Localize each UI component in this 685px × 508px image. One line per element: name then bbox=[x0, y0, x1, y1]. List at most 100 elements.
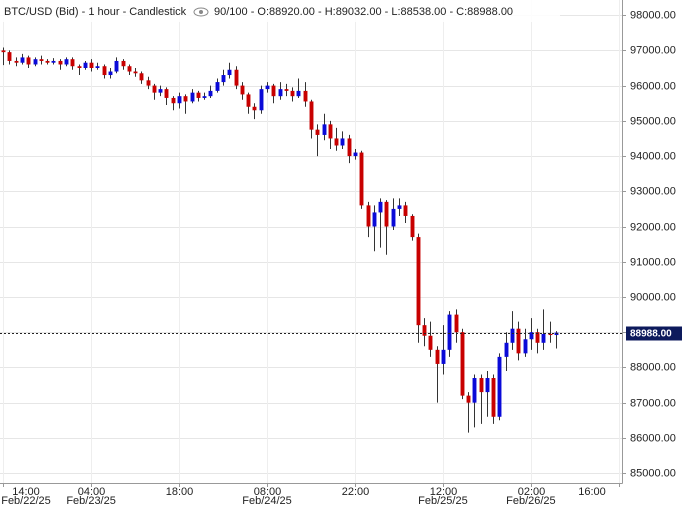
candle-body bbox=[133, 71, 138, 74]
candle-body bbox=[121, 60, 126, 67]
candle-body bbox=[190, 92, 195, 102]
candle-body bbox=[89, 62, 94, 68]
candle-body bbox=[20, 57, 25, 63]
candle-body bbox=[259, 89, 264, 111]
candle-body bbox=[460, 332, 465, 396]
candle-body bbox=[58, 60, 63, 65]
candle-body bbox=[454, 314, 459, 333]
candle-body bbox=[435, 349, 440, 364]
candle-body bbox=[497, 356, 502, 417]
date-label: Feb/22/25 bbox=[1, 495, 51, 507]
y-tick-label: 94000.00 bbox=[630, 150, 676, 162]
candle-body bbox=[108, 71, 113, 76]
candle-body bbox=[504, 342, 509, 357]
candle-body bbox=[208, 90, 213, 97]
date-label: Feb/24/25 bbox=[242, 495, 292, 507]
x-tick-label: 18:00 bbox=[166, 486, 194, 498]
candle-body bbox=[541, 333, 546, 343]
y-tick-label: 85000.00 bbox=[630, 467, 676, 479]
candle-body bbox=[26, 57, 31, 65]
candle-body bbox=[485, 378, 490, 393]
candle-body bbox=[240, 85, 245, 95]
candle-body bbox=[164, 89, 169, 98]
y-tick-label: 98000.00 bbox=[630, 9, 676, 21]
date-label: Feb/23/25 bbox=[66, 495, 116, 507]
y-tick-label: 96000.00 bbox=[630, 80, 676, 92]
candle-body bbox=[397, 205, 402, 209]
ohlc-info: 90/100 - O:88920.00 - H:89032.00 - L:885… bbox=[214, 6, 513, 18]
candle-body bbox=[234, 69, 239, 86]
candle-body bbox=[303, 90, 308, 102]
candle-body bbox=[271, 85, 276, 97]
candle-body bbox=[70, 59, 75, 67]
candle-body bbox=[510, 328, 515, 343]
candle-body bbox=[7, 52, 12, 61]
candle-body bbox=[33, 59, 38, 65]
y-tick-label: 90000.00 bbox=[630, 291, 676, 303]
candle-body bbox=[428, 335, 433, 350]
x-tick-label: 22:00 bbox=[342, 486, 370, 498]
candle-body bbox=[334, 138, 339, 146]
candle-body bbox=[64, 59, 69, 65]
candle-body bbox=[183, 96, 188, 102]
candle-body bbox=[114, 60, 119, 72]
candle-body bbox=[309, 101, 314, 130]
candle-body bbox=[372, 212, 377, 227]
candle-body bbox=[472, 378, 477, 403]
eye-icon bbox=[193, 7, 209, 17]
candle-body bbox=[403, 205, 408, 216]
candle-body bbox=[416, 237, 421, 326]
y-tick-label: 97000.00 bbox=[630, 44, 676, 56]
candle-body bbox=[196, 92, 201, 98]
candle-body bbox=[366, 205, 371, 227]
candle-body bbox=[246, 94, 251, 107]
candle-body bbox=[39, 59, 44, 61]
chart-title: BTC/USD (Bid) - 1 hour - Candlestick bbox=[4, 6, 187, 18]
candle-body bbox=[177, 96, 182, 104]
candle-body bbox=[353, 152, 358, 157]
candle-body bbox=[441, 349, 446, 364]
candle-body bbox=[83, 62, 88, 68]
y-tick-label: 93000.00 bbox=[630, 185, 676, 197]
candle-body bbox=[296, 90, 301, 97]
candle-body bbox=[548, 333, 553, 336]
candle-body bbox=[278, 89, 283, 97]
candle-body bbox=[466, 395, 471, 403]
x-tick-label: 02:00 bbox=[518, 486, 546, 498]
candle-body bbox=[322, 124, 327, 135]
candle-body bbox=[529, 332, 534, 340]
candle-body bbox=[535, 332, 540, 343]
candle-body bbox=[102, 66, 107, 76]
candle-body bbox=[410, 215, 415, 238]
candle-body bbox=[265, 85, 270, 90]
candle-body bbox=[171, 97, 176, 104]
candle-body bbox=[152, 85, 157, 93]
candle-body bbox=[77, 66, 82, 68]
x-tick-label: 08:00 bbox=[254, 486, 282, 498]
candle-body bbox=[328, 124, 333, 139]
y-tick-label: 88000.00 bbox=[630, 361, 676, 373]
candle-body bbox=[447, 314, 452, 350]
y-tick-label: 95000.00 bbox=[630, 115, 676, 127]
candle-body bbox=[284, 89, 289, 91]
date-label: Feb/26/25 bbox=[506, 495, 556, 507]
candle-body bbox=[523, 339, 528, 354]
y-tick-label: 86000.00 bbox=[630, 432, 676, 444]
candle-body bbox=[221, 75, 226, 83]
candle-body bbox=[14, 60, 19, 63]
date-label: Feb/25/25 bbox=[418, 495, 468, 507]
candle-body bbox=[391, 208, 396, 227]
candle-body bbox=[315, 129, 320, 135]
candle-body bbox=[359, 152, 364, 206]
candle-body bbox=[422, 325, 427, 336]
candle-body bbox=[290, 90, 295, 97]
header-bg bbox=[0, 0, 560, 22]
candle-body bbox=[215, 82, 220, 91]
candle-body bbox=[158, 89, 163, 93]
candle-body bbox=[479, 378, 484, 393]
candle-body bbox=[378, 201, 383, 213]
candle-body bbox=[1, 50, 6, 53]
candle-body bbox=[202, 96, 207, 98]
candle-body bbox=[127, 66, 132, 72]
